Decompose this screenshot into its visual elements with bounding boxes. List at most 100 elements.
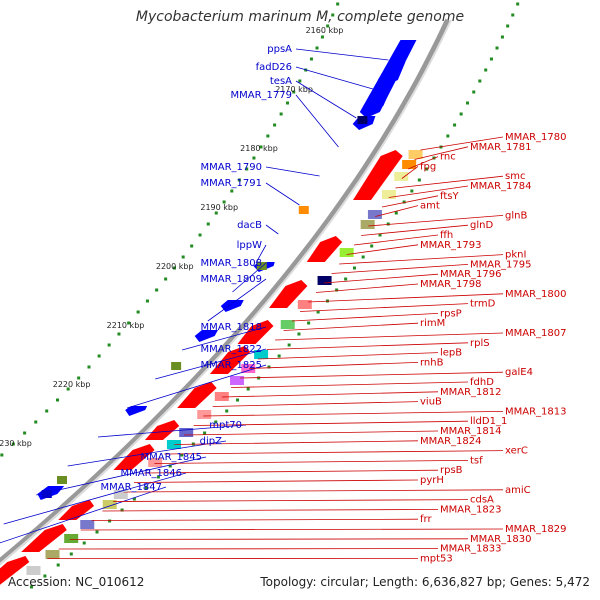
outer-dot-row-dot	[252, 156, 256, 160]
outer-dot-row-dot	[87, 365, 91, 369]
reverse-feature-block	[339, 248, 354, 257]
label-leader	[231, 381, 469, 388]
outer-dot-row-dot	[259, 145, 263, 149]
label-leader	[123, 489, 504, 493]
page-title: Mycobacterium marinum M, complete genome	[135, 9, 465, 25]
label-leader	[275, 332, 504, 341]
outer-dot-row-dot	[97, 354, 101, 358]
outer-dot-row-dot	[331, 13, 335, 17]
label-leader	[331, 264, 469, 274]
label-leader	[174, 440, 419, 445]
inner-dot-row-dot	[417, 178, 421, 182]
gene-label-reverse: MMAR_1793	[420, 240, 482, 251]
gene-label-forward: mpt70	[209, 420, 242, 431]
label-leader	[240, 371, 504, 379]
reverse-gene	[306, 236, 343, 262]
inner-dot-row-dot	[394, 211, 398, 215]
gene-label-reverse: ffh	[440, 230, 453, 241]
forward-gene	[125, 406, 148, 416]
gene-label-reverse: glnB	[505, 210, 527, 221]
label-leader	[212, 401, 419, 407]
label-leader	[353, 234, 439, 246]
gene-label-reverse: trmD	[470, 299, 496, 310]
inner-dot-row-dot	[168, 464, 172, 468]
reverse-feature-block	[408, 150, 423, 159]
inner-dot-row-dot	[506, 24, 510, 28]
inner-dot-row-dot	[246, 387, 250, 391]
gene-label-forward: MMAR_1845	[141, 452, 203, 463]
outer-dot-row-dot	[326, 24, 330, 28]
gene-label-reverse: rplS	[470, 338, 490, 349]
label-leader	[193, 420, 469, 426]
label-leader	[300, 303, 469, 312]
outer-dot-row-dot	[279, 112, 283, 116]
forward-feature-block	[41, 490, 52, 498]
label-leader	[266, 342, 469, 350]
label-leader	[249, 362, 419, 369]
outer-dot-row-dot	[190, 244, 194, 248]
gene-label-reverse: MMAR_1829	[505, 524, 567, 535]
inner-dot-row-dot	[361, 255, 365, 259]
accession-text: Accession: NC_010612	[8, 575, 145, 589]
tick-dot-rows	[0, 2, 520, 589]
label-leader	[388, 185, 469, 198]
label-leader	[308, 293, 504, 303]
inner-dot-row-dot	[453, 123, 457, 127]
outer-dot-row-dot	[237, 178, 241, 182]
forward-gene	[377, 62, 406, 86]
gene-label-forward: MMAR_1818	[201, 322, 263, 333]
gene-label-reverse: fdhD	[470, 377, 494, 388]
gene-label-reverse: rpsB	[440, 465, 463, 476]
reverse-gene	[237, 320, 274, 344]
backbone-line	[0, 18, 451, 566]
forward-feature-block	[256, 262, 267, 270]
tick-label: 2210 kbp	[107, 321, 145, 330]
gene-label-reverse: rpsP	[440, 308, 462, 319]
gene-label-reverse: galE4	[505, 367, 533, 378]
reverse-feature-block	[166, 440, 181, 449]
reverse-feature-block	[80, 520, 95, 529]
inner-dot-row-dot	[214, 420, 218, 424]
reverse-feature-block	[113, 490, 128, 499]
label-leader	[401, 166, 419, 179]
gene-label-reverse: amt	[420, 201, 440, 212]
inner-dot-row-dot	[144, 486, 148, 490]
reverse-feature-block	[382, 190, 397, 199]
outer-dot-row-dot	[181, 255, 185, 259]
gene-label-reverse: cdsA	[470, 495, 494, 506]
label-leader	[144, 469, 439, 474]
inner-dot-row-dot	[82, 541, 86, 545]
outer-dot-row-dot	[23, 431, 27, 435]
label-leader	[375, 205, 419, 217]
inner-dot-row-dot	[43, 574, 47, 578]
outer-dot-row-dot	[107, 343, 111, 347]
inner-dot-row-dot	[95, 530, 99, 534]
label-leader	[316, 283, 419, 293]
inner-dot-row-dot	[180, 453, 184, 457]
forward-gene	[220, 300, 244, 312]
label-leader	[155, 348, 267, 380]
gene-label-reverse: smc	[505, 171, 525, 182]
outer-dot-row-dot	[136, 310, 140, 314]
inner-dot-row-dot	[307, 321, 311, 325]
outer-dot-row-dot	[298, 79, 302, 83]
gene-label-reverse: MMAR_1784	[470, 181, 532, 192]
gene-label-reverse: viuB	[420, 397, 442, 408]
gene-label-reverse: MMAR_1812	[440, 387, 502, 398]
reverse-gene	[353, 150, 403, 200]
inner-dot-row-dot	[335, 288, 339, 292]
inner-dot-row-dot	[511, 13, 515, 17]
gene-label-forward: MMAR_1822	[201, 344, 263, 355]
outer-dot-row-dot	[45, 409, 49, 413]
forward-feature-block	[298, 206, 309, 214]
reverse-gene	[113, 444, 155, 470]
gene-label-reverse: glnD	[470, 220, 493, 231]
outer-dot-row-dot	[266, 134, 270, 138]
tick-label: 2180 kbp	[240, 144, 278, 153]
label-leader	[295, 66, 374, 90]
tick-label: 2170 kbp	[275, 85, 313, 94]
gene-label-reverse: frr	[420, 514, 432, 525]
label-leader	[295, 94, 339, 148]
gene-label-forward: dipZ	[200, 436, 222, 447]
